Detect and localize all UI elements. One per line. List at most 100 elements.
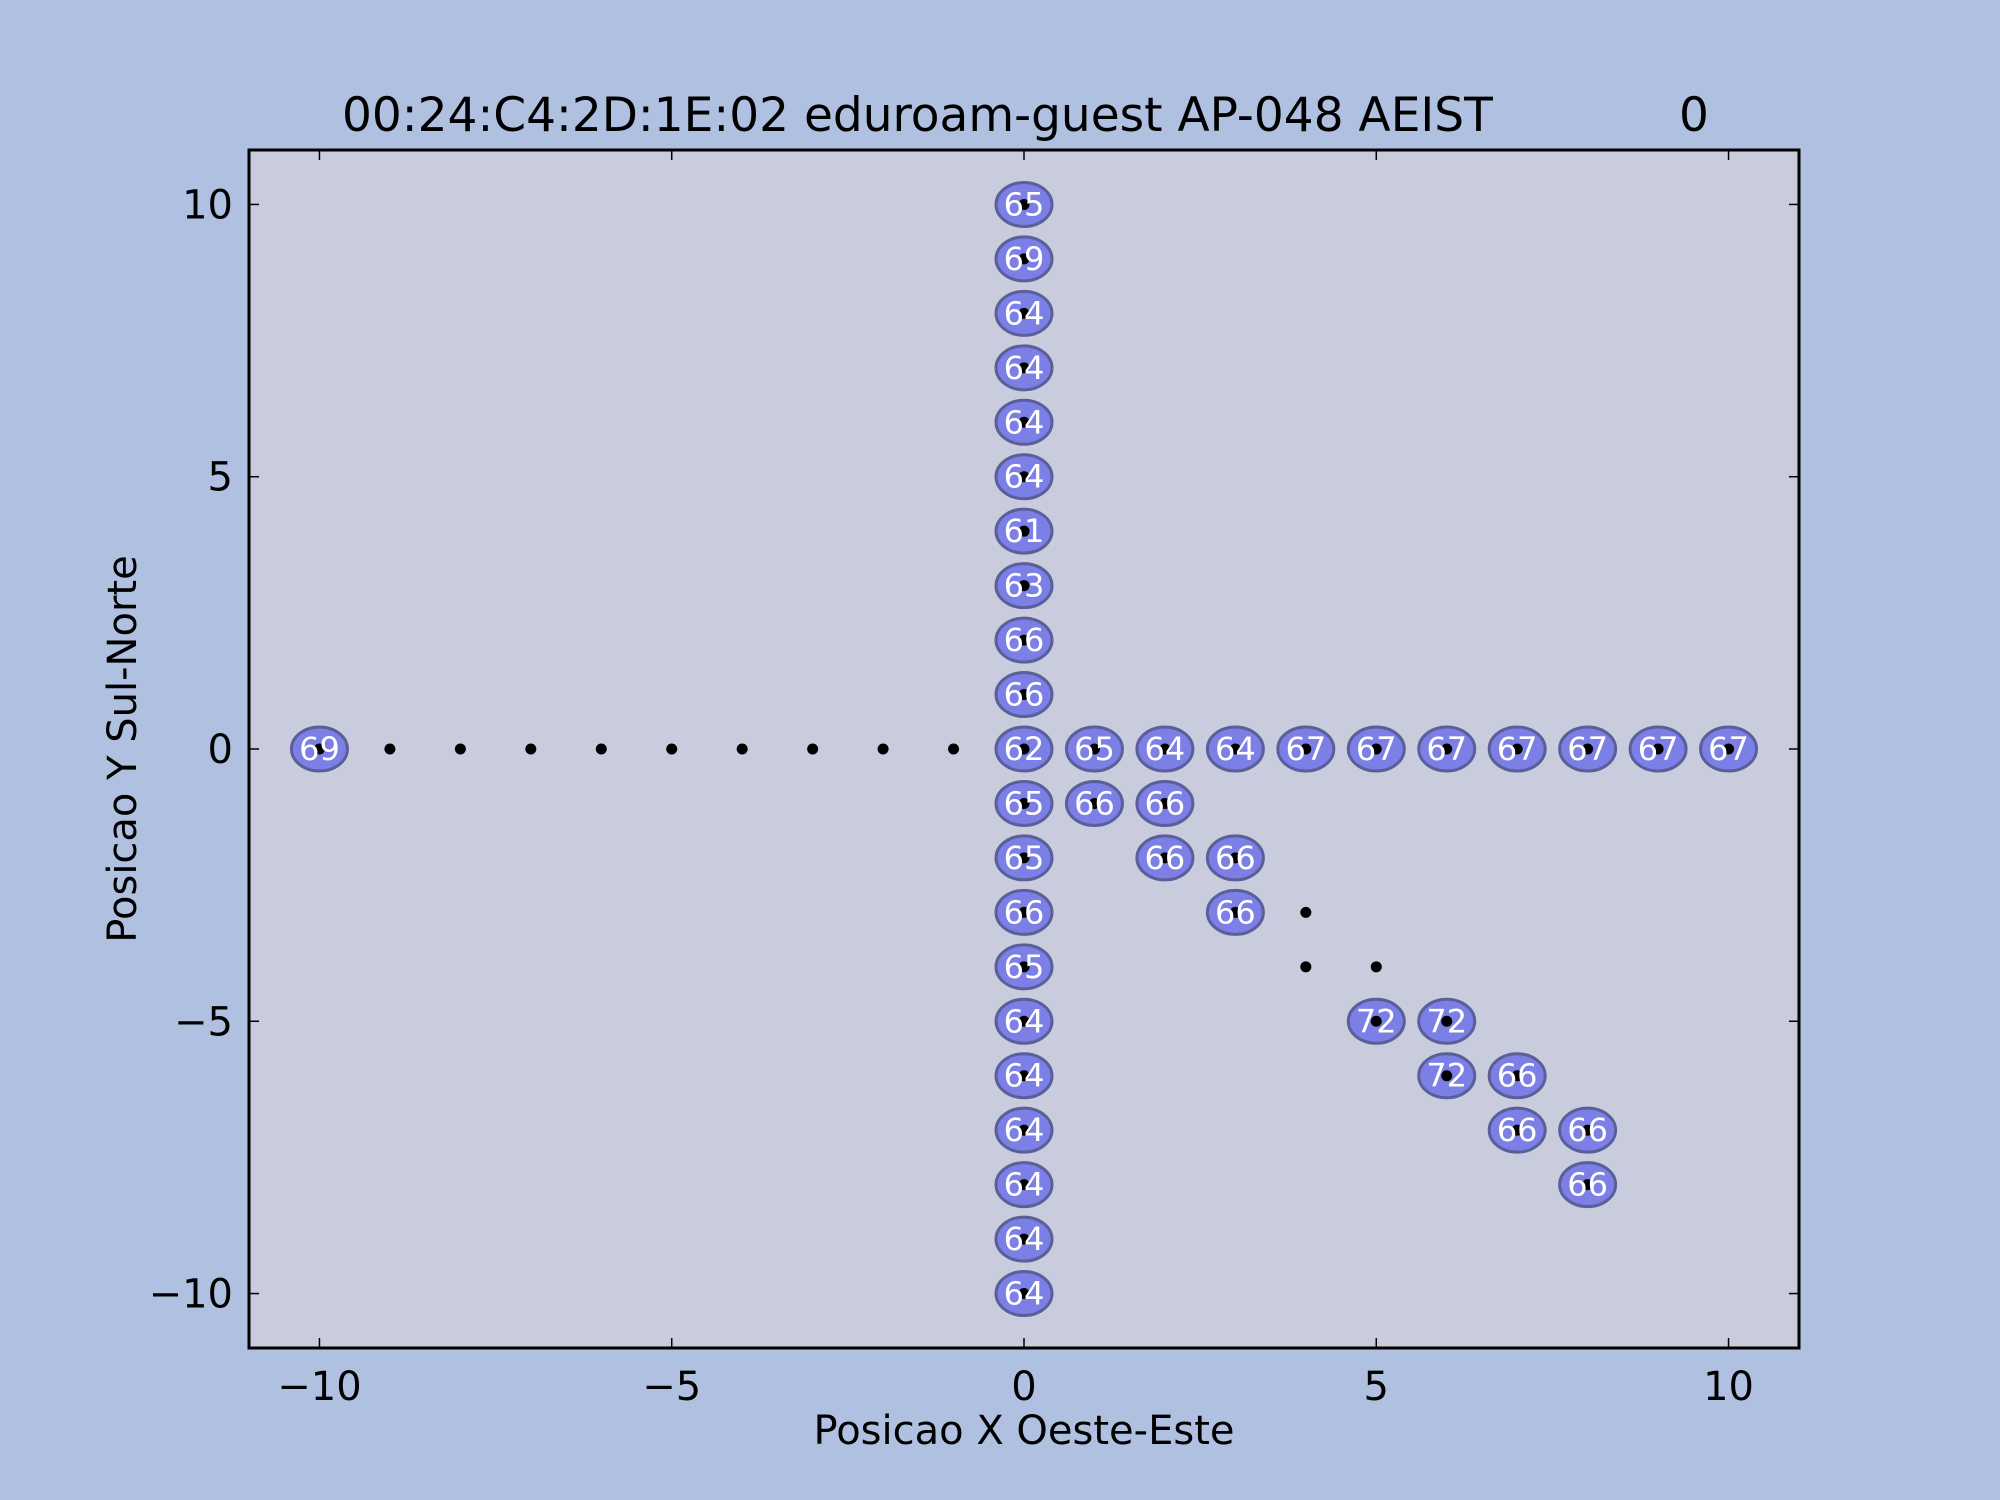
signal-label: 67 [1356, 730, 1397, 768]
signal-label: 65 [1004, 948, 1045, 986]
signal-label: 65 [1004, 185, 1045, 223]
x-tick-label: 10 [1703, 1364, 1754, 1410]
data-point [1018, 797, 1030, 809]
data-point [595, 743, 607, 755]
data-point [384, 743, 396, 755]
data-point [1018, 1124, 1030, 1136]
data-point [1652, 743, 1664, 755]
signal-label: 64 [1004, 349, 1045, 387]
data-point [1018, 634, 1030, 646]
signal-label: 65 [1004, 839, 1045, 877]
data-point [807, 743, 819, 755]
x-axis-label: Posicao X Oeste-Este [814, 1408, 1235, 1454]
y-axis-label: Posicao Y Sul-Norte [100, 555, 146, 942]
signal-label: 64 [1004, 1166, 1045, 1204]
data-point [1300, 961, 1312, 973]
data-point [1088, 797, 1100, 809]
signal-label: 66 [1215, 893, 1256, 931]
signal-label: 72 [1356, 1002, 1397, 1040]
x-tick-label: −5 [642, 1364, 701, 1410]
data-point [1300, 743, 1312, 755]
y-tick-label: 10 [182, 182, 233, 228]
signal-label: 66 [1567, 1166, 1608, 1204]
data-point [1511, 1124, 1523, 1136]
signal-label: 67 [1708, 730, 1749, 768]
data-point [1511, 1070, 1523, 1082]
data-point [1018, 1015, 1030, 1027]
signal-label: 66 [1215, 839, 1256, 877]
data-point [948, 743, 960, 755]
data-point [1018, 1070, 1030, 1082]
signal-label: 67 [1567, 730, 1608, 768]
data-point [1229, 906, 1241, 918]
signal-label: 66 [1145, 839, 1186, 877]
signal-label: 66 [1004, 676, 1045, 714]
signal-label: 64 [1004, 403, 1045, 441]
signal-label: 66 [1497, 1111, 1538, 1149]
y-tick-label: −5 [174, 999, 233, 1045]
signal-label: 63 [1004, 567, 1045, 605]
data-point [1370, 1015, 1382, 1027]
signal-label: 69 [1004, 240, 1045, 278]
y-tick-label: −10 [149, 1272, 233, 1318]
x-tick-label: −10 [277, 1364, 361, 1410]
signal-label: 64 [1145, 730, 1186, 768]
data-point [1018, 198, 1030, 210]
signal-label: 64 [1004, 1111, 1045, 1149]
signal-label: 66 [1004, 621, 1045, 659]
y-tick-label: 5 [208, 455, 233, 501]
data-point [1582, 1179, 1594, 1191]
signal-label: 66 [1145, 784, 1186, 822]
data-point [1229, 852, 1241, 864]
signal-label: 64 [1004, 1275, 1045, 1313]
data-point [1159, 852, 1171, 864]
data-point [1018, 253, 1030, 265]
chart-title-value: 0 [1679, 88, 1709, 143]
signal-label: 65 [1004, 784, 1045, 822]
data-point [1441, 1070, 1453, 1082]
chart-title: 00:24:C4:2D:1E:02 eduroam-guest AP-048 A… [342, 88, 1493, 143]
data-point [1088, 743, 1100, 755]
data-point [1018, 743, 1030, 755]
data-point [525, 743, 537, 755]
signal-label: 69 [299, 730, 340, 768]
data-point [1018, 852, 1030, 864]
data-point [1018, 1233, 1030, 1245]
data-point [1018, 906, 1030, 918]
data-point [1018, 416, 1030, 428]
plot-frame [247, 148, 1801, 1350]
data-point [1441, 1015, 1453, 1027]
data-point [1018, 307, 1030, 319]
signal-label: 67 [1497, 730, 1538, 768]
data-point [1582, 743, 1594, 755]
data-point [1018, 689, 1030, 701]
data-point [454, 743, 466, 755]
signal-label: 64 [1215, 730, 1256, 768]
signal-label: 72 [1426, 1002, 1467, 1040]
tick-layer [249, 150, 1799, 1348]
y-tick-label: 0 [208, 727, 233, 773]
tick-label-layer: −10 −5 0 5 10 10 5 0 −5 −10 [149, 182, 1754, 1410]
data-point [736, 743, 748, 755]
data-point [1018, 580, 1030, 592]
data-point [1582, 1124, 1594, 1136]
data-point [1511, 743, 1523, 755]
data-point [1018, 961, 1030, 973]
signal-label: 66 [1004, 893, 1045, 931]
marker-layer: 69 65 69 64 64 64 64 61 63 66 66 62 65 65 66 65 64 64 64 64… [289, 180, 1759, 1318]
data-point [1018, 1288, 1030, 1300]
signal-label: 64 [1004, 294, 1045, 332]
x-tick-label: 5 [1364, 1364, 1389, 1410]
data-point [1018, 362, 1030, 374]
signal-label: 64 [1004, 1002, 1045, 1040]
x-tick-label: 0 [1011, 1364, 1036, 1410]
signal-label: 67 [1426, 730, 1467, 768]
signal-label: 66 [1497, 1057, 1538, 1095]
data-point [877, 743, 889, 755]
data-point [1018, 471, 1030, 483]
data-point [666, 743, 678, 755]
signal-label: 72 [1426, 1057, 1467, 1095]
data-point [1370, 743, 1382, 755]
signal-label: 66 [1074, 784, 1115, 822]
